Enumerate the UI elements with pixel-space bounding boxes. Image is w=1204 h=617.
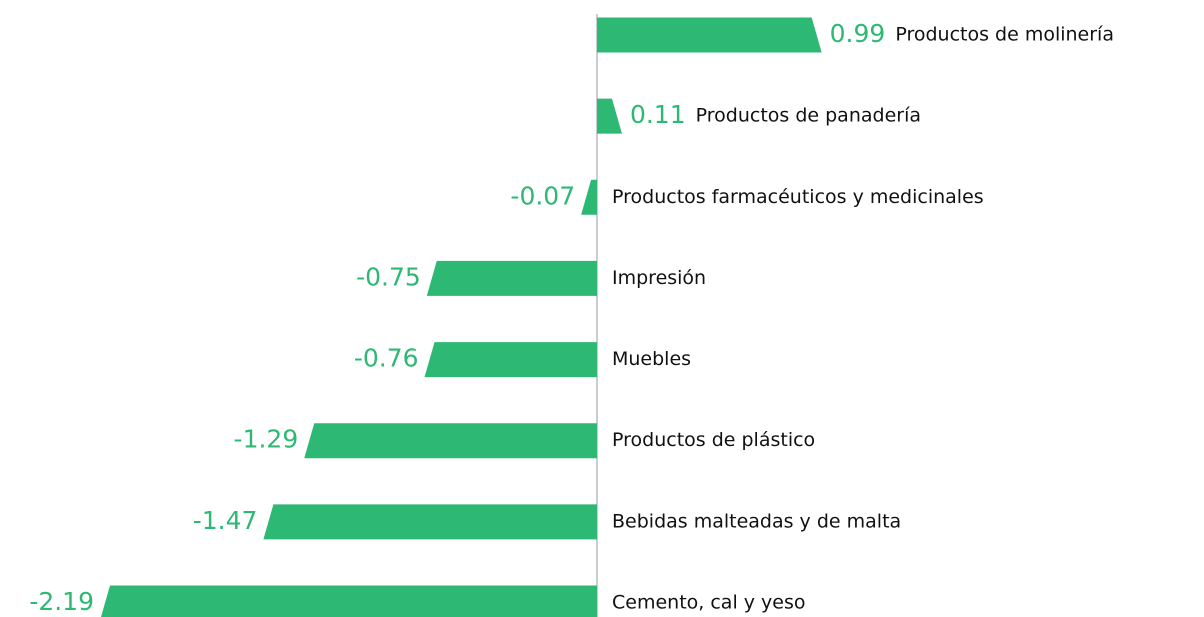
- value-label: 0.11: [630, 100, 686, 129]
- value-label: -2.19: [29, 587, 94, 616]
- value-label: -1.47: [193, 506, 258, 535]
- bar: [263, 504, 597, 540]
- value-label: 0.99: [830, 19, 886, 48]
- category-label: Productos de molinería: [895, 24, 1114, 46]
- category-label: Cemento, cal y yeso: [612, 592, 806, 614]
- bar: [101, 585, 597, 617]
- value-label: -0.76: [354, 344, 419, 373]
- bar: [424, 342, 597, 378]
- bar: [426, 260, 597, 296]
- category-label: Impresión: [612, 267, 706, 289]
- bar: [597, 98, 622, 134]
- bar: [304, 423, 597, 459]
- bar: [581, 179, 597, 215]
- category-label: Muebles: [612, 348, 691, 370]
- category-label: Bebidas malteadas y de malta: [612, 510, 901, 532]
- value-label: -0.07: [510, 181, 575, 210]
- category-label: Productos de plástico: [612, 429, 815, 451]
- category-label: Productos de panadería: [696, 105, 921, 127]
- category-label: Productos farmacéuticos y medicinales: [612, 186, 984, 208]
- value-label: -1.29: [234, 425, 299, 454]
- value-label: -0.75: [356, 262, 421, 291]
- bar: [597, 17, 822, 53]
